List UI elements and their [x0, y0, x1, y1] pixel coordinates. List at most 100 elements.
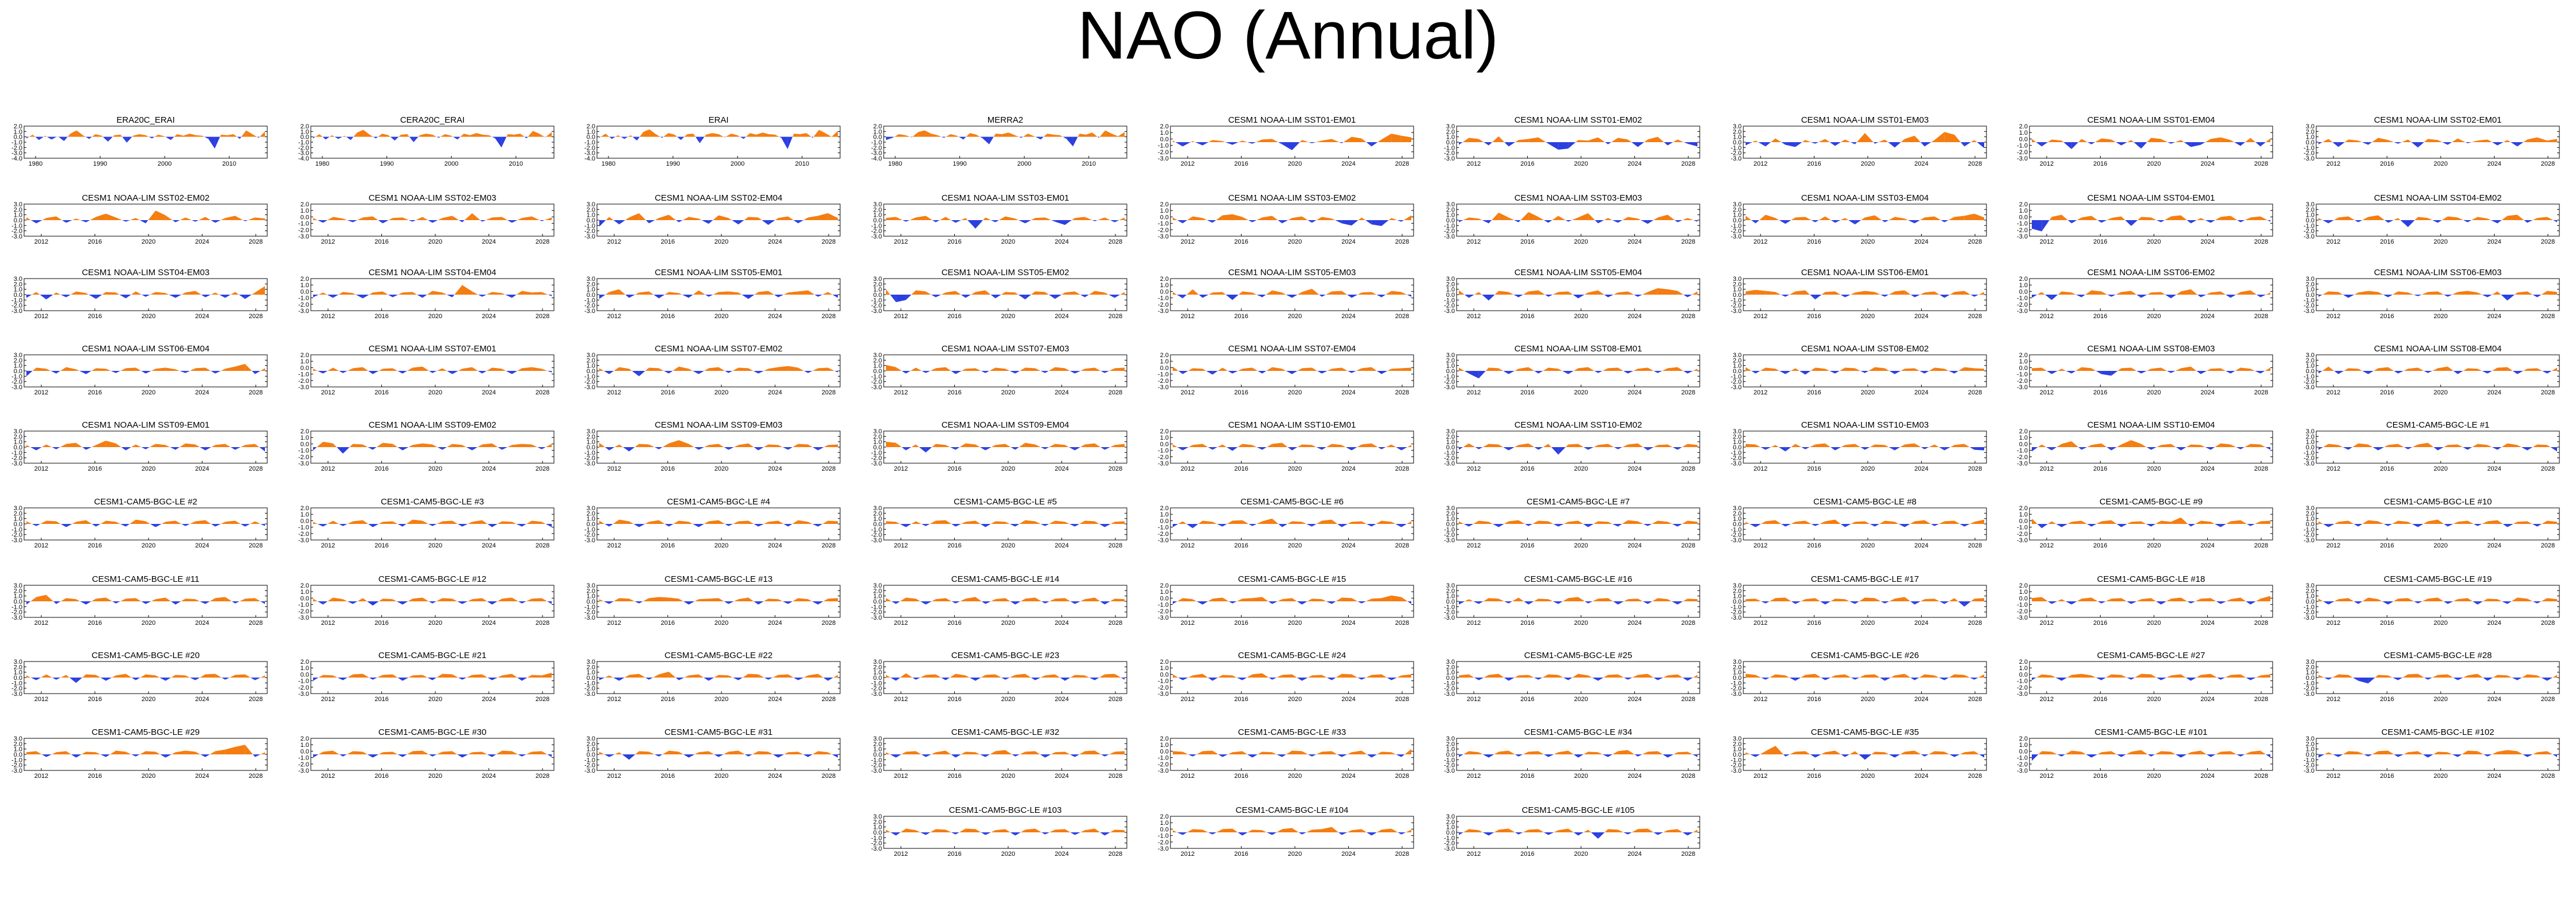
x-tick-label: 2020 — [428, 620, 442, 627]
positive-area — [886, 598, 892, 601]
positive-area — [719, 367, 725, 371]
positive-area — [392, 444, 398, 447]
positive-area — [822, 292, 828, 295]
y-tick-label: -1.0 — [584, 526, 595, 533]
positive-area — [323, 292, 327, 295]
positive-area — [1627, 520, 1638, 524]
panel-title: CESM1 NOAA-LIM SST04-EM04 — [369, 268, 497, 277]
nao-panel: CESM1 NOAA-LIM SST05-EM02 3.0 2.0 1.0 0.0 -1.… — [868, 267, 1138, 324]
positive-area — [133, 134, 140, 137]
positive-area — [935, 444, 946, 447]
positive-area — [502, 369, 506, 371]
positive-area — [1110, 522, 1115, 524]
positive-area — [1104, 292, 1109, 295]
positive-area — [60, 598, 67, 601]
positive-area — [240, 445, 245, 447]
panel-svg: CESM1 NOAA-LIM SST03-EM022.01.00.0-1.0-2… — [1158, 193, 1414, 245]
positive-area — [1252, 597, 1262, 601]
panel-title: CESM1 NOAA-LIM SST06-EM02 — [2087, 268, 2215, 277]
y-tick-label: 0.0 — [14, 368, 22, 375]
positive-area — [1657, 288, 1668, 295]
negative-area — [1944, 601, 1949, 604]
positive-area — [762, 132, 769, 137]
positive-area — [1934, 598, 1939, 601]
negative-area — [2353, 601, 2359, 604]
panel-title: CESM1-CAM5-BGC-LE #4 — [667, 497, 770, 507]
positive-area — [512, 522, 517, 524]
positive-area — [2507, 214, 2518, 220]
positive-area — [467, 599, 473, 601]
nao-panel: CESM1 NOAA-LIM SST09-EM04 3.0 2.0 1.0 0.0 -1.… — [868, 420, 1138, 476]
y-tick-label: 3.0 — [873, 352, 882, 359]
y-tick-label: -2.0 — [871, 609, 882, 616]
y-tick-label: -1.0 — [298, 295, 309, 302]
positive-area — [1900, 444, 1905, 447]
negative-area — [818, 295, 823, 297]
positive-area — [975, 597, 982, 601]
x-tick-label: 2020 — [1861, 313, 1875, 320]
negative-area — [135, 678, 140, 680]
negative-area — [2042, 220, 2050, 232]
positive-area — [744, 217, 748, 220]
y-tick-label: 0.0 — [2019, 441, 2028, 448]
positive-area — [793, 598, 798, 601]
positive-area — [2492, 291, 2497, 295]
x-tick-label: 2024 — [1627, 389, 1641, 396]
y-tick-label: -2.0 — [2017, 302, 2028, 308]
positive-area — [318, 675, 323, 678]
positive-area — [609, 289, 619, 295]
positive-area — [215, 444, 225, 447]
y-tick-label: -2.0 — [1444, 532, 1455, 539]
y-tick-label: 3.0 — [14, 659, 22, 666]
positive-area — [2418, 217, 2428, 220]
x-tick-label: 2020 — [2434, 542, 2448, 549]
positive-area — [36, 594, 46, 601]
panel-svg: CESM1-CAM5-BGC-LE #103.02.01.00.0-1.0-2.… — [2304, 497, 2560, 549]
y-tick-label: 1.0 — [2019, 130, 2028, 136]
positive-area — [2362, 597, 2368, 601]
positive-area — [1478, 292, 1482, 295]
negative-area — [1395, 524, 1402, 527]
y-tick-label: 1.0 — [587, 516, 595, 523]
positive-area — [713, 215, 719, 220]
x-tick-label: 2016 — [1520, 161, 1534, 167]
positive-area — [965, 443, 975, 447]
positive-area — [506, 134, 508, 137]
x-tick-label: 2024 — [1341, 238, 1355, 245]
negative-area — [1643, 524, 1648, 526]
positive-area — [939, 217, 946, 220]
positive-area — [1252, 292, 1257, 295]
negative-area — [2414, 601, 2418, 604]
negative-area — [1065, 220, 1072, 225]
positive-area — [1336, 597, 1342, 601]
positive-area — [541, 369, 548, 371]
positive-area — [1598, 290, 1605, 295]
x-tick-label: 2024 — [768, 696, 782, 703]
negative-area — [1232, 447, 1238, 451]
y-tick-label: -1.0 — [1158, 295, 1169, 302]
x-tick-label: 2012 — [894, 620, 908, 627]
y-tick-label: 0.0 — [873, 444, 882, 451]
positive-area — [689, 444, 694, 447]
x-tick-label: 2028 — [1968, 238, 1982, 245]
y-tick-label: 0.0 — [14, 292, 22, 299]
y-tick-label: -2.0 — [2304, 303, 2315, 310]
positive-area — [2422, 598, 2428, 601]
x-tick-label: 2020 — [1574, 542, 1588, 549]
positive-area — [1668, 599, 1672, 601]
negative-area — [2394, 142, 2398, 144]
positive-area — [165, 293, 169, 295]
positive-area — [1970, 598, 1974, 601]
negative-area — [112, 601, 116, 604]
y-tick-label: 2.0 — [300, 505, 309, 512]
positive-area — [1825, 216, 1831, 220]
positive-area — [905, 597, 916, 601]
positive-area — [412, 366, 423, 371]
negative-area — [2051, 295, 2058, 300]
negative-area — [243, 220, 245, 221]
positive-area — [669, 440, 679, 447]
positive-area — [2121, 440, 2132, 447]
negative-area — [754, 601, 759, 605]
negative-area — [1100, 371, 1105, 373]
y-tick-label: -2.0 — [2304, 228, 2315, 235]
